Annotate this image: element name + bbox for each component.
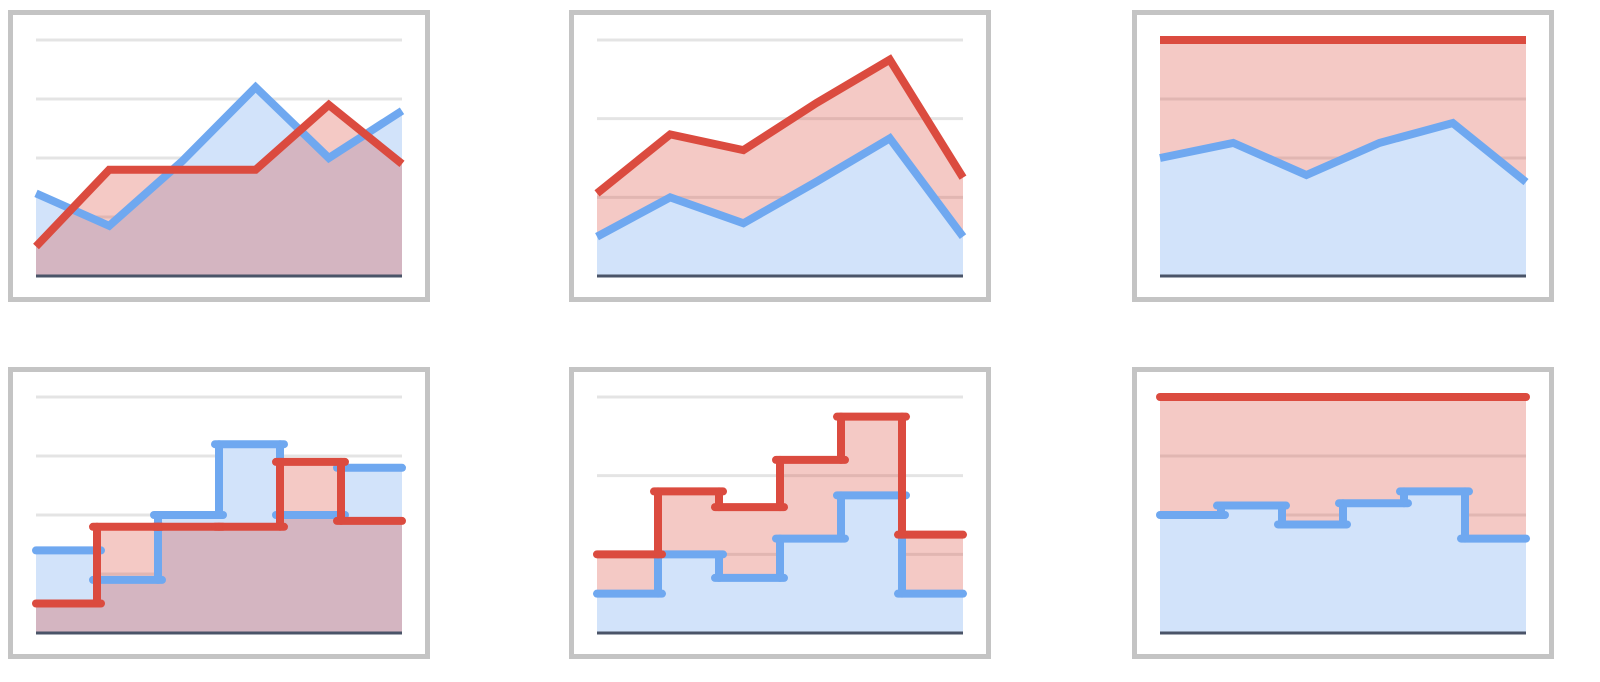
step-fill [280, 461, 341, 633]
series-line [33, 99, 405, 250]
step-fill [902, 593, 963, 633]
step-fill [1282, 397, 1343, 525]
step-fill [158, 515, 219, 633]
area-fill [36, 104, 402, 277]
step-fill [158, 526, 219, 633]
area-fill [1160, 123, 1526, 277]
step-fill [36, 550, 97, 633]
step-fill [1404, 397, 1465, 492]
step-fill [1160, 515, 1221, 633]
step-fill [902, 534, 963, 594]
chart-thumbnail [569, 367, 991, 659]
step-fill [97, 579, 158, 633]
step-fill [219, 444, 280, 633]
step-fill [841, 495, 902, 633]
area-fill [36, 87, 402, 276]
step-fill [780, 459, 841, 539]
step-fill [658, 491, 719, 555]
step-fill [1404, 491, 1465, 633]
step-fill [219, 526, 280, 633]
step-fill [1221, 397, 1282, 506]
step-fill [1343, 397, 1404, 504]
chart-thumbnail [569, 10, 991, 302]
series-line [594, 54, 967, 197]
area-fill [597, 59, 963, 237]
step-fill [1160, 397, 1221, 515]
step-fill [1221, 505, 1282, 633]
chart-thumbnail [1132, 10, 1554, 302]
series-line [595, 133, 967, 241]
chart-thumbnail [1132, 367, 1554, 659]
step-fill [597, 593, 658, 633]
chart-thumbnail [8, 10, 430, 302]
area-fill [597, 138, 963, 276]
step-fill [341, 467, 402, 633]
series-line [1159, 118, 1529, 186]
step-fill [780, 538, 841, 633]
step-fill [719, 507, 780, 578]
chart-thumbnail [8, 367, 430, 659]
step-fill [1343, 503, 1404, 633]
step-fill [841, 416, 902, 496]
step-fill [1282, 524, 1343, 633]
step-fill [36, 603, 97, 633]
step-fill [1465, 397, 1526, 539]
step-fill [280, 515, 341, 633]
step-fill [341, 520, 402, 633]
series-line [34, 81, 405, 231]
step-fill [719, 577, 780, 633]
step-fill [597, 554, 658, 594]
step-fill [658, 554, 719, 633]
step-fill [1465, 538, 1526, 633]
